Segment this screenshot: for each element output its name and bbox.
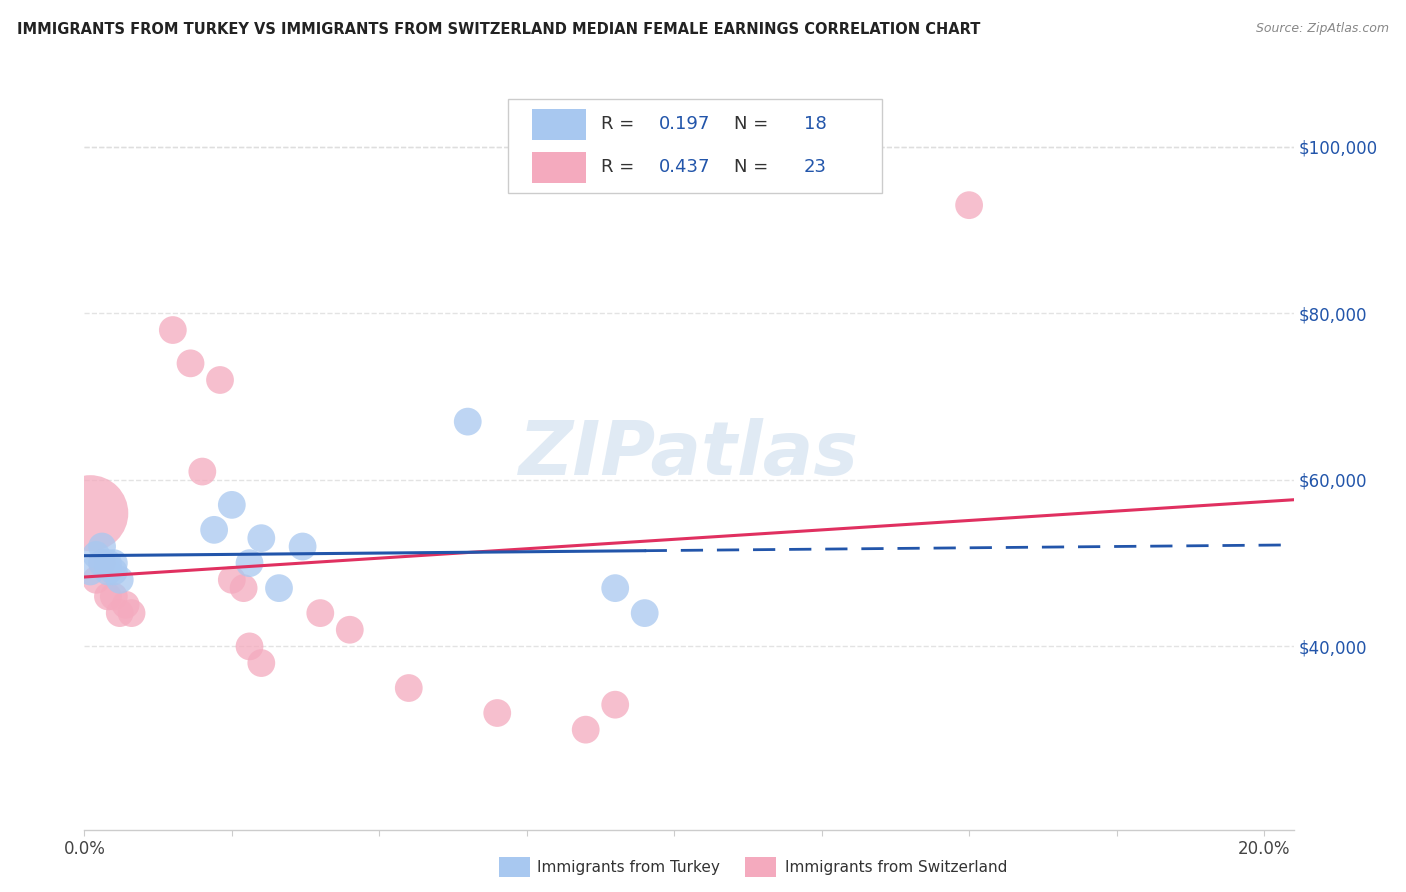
Point xyxy=(97,565,120,579)
Point xyxy=(79,565,101,579)
Text: ZIPatlas: ZIPatlas xyxy=(519,418,859,491)
FancyBboxPatch shape xyxy=(508,99,883,193)
Text: N =: N = xyxy=(734,115,773,133)
Point xyxy=(114,598,136,612)
Point xyxy=(605,698,627,712)
Point xyxy=(398,681,420,695)
Text: 23: 23 xyxy=(804,159,827,177)
Text: IMMIGRANTS FROM TURKEY VS IMMIGRANTS FROM SWITZERLAND MEDIAN FEMALE EARNINGS COR: IMMIGRANTS FROM TURKEY VS IMMIGRANTS FRO… xyxy=(17,22,980,37)
Text: 0.197: 0.197 xyxy=(659,115,710,133)
Point xyxy=(108,573,131,587)
Point xyxy=(108,606,131,620)
Point xyxy=(79,506,101,520)
Point xyxy=(291,540,314,554)
Point xyxy=(221,573,243,587)
Point xyxy=(267,581,290,595)
Point xyxy=(180,356,202,370)
Point xyxy=(238,640,260,654)
Point xyxy=(457,415,479,429)
Point xyxy=(162,323,184,337)
FancyBboxPatch shape xyxy=(531,109,586,140)
Text: R =: R = xyxy=(600,115,640,133)
Point xyxy=(957,198,980,212)
Point xyxy=(250,656,273,670)
Point xyxy=(103,556,125,570)
Text: 0.437: 0.437 xyxy=(659,159,710,177)
Point xyxy=(121,606,143,620)
Text: Immigrants from Turkey: Immigrants from Turkey xyxy=(537,861,720,875)
Point xyxy=(221,498,243,512)
Point xyxy=(208,373,231,387)
Point xyxy=(605,581,627,595)
Point xyxy=(634,606,657,620)
Point xyxy=(486,706,509,720)
Text: R =: R = xyxy=(600,159,640,177)
Point xyxy=(232,581,254,595)
Point xyxy=(238,556,260,570)
Point xyxy=(84,548,107,562)
Text: Immigrants from Switzerland: Immigrants from Switzerland xyxy=(785,861,1007,875)
Point xyxy=(91,540,114,554)
Point xyxy=(202,523,225,537)
Point xyxy=(97,590,120,604)
Point xyxy=(339,623,361,637)
Point xyxy=(103,590,125,604)
Point xyxy=(309,606,332,620)
Point xyxy=(97,556,120,570)
Text: Source: ZipAtlas.com: Source: ZipAtlas.com xyxy=(1256,22,1389,36)
Point xyxy=(191,465,214,479)
Point xyxy=(84,573,107,587)
FancyBboxPatch shape xyxy=(531,152,586,183)
Point xyxy=(91,556,114,570)
Point xyxy=(575,723,598,737)
Text: N =: N = xyxy=(734,159,773,177)
Point xyxy=(91,556,114,570)
Point xyxy=(103,565,125,579)
Point xyxy=(250,531,273,545)
Text: 18: 18 xyxy=(804,115,827,133)
